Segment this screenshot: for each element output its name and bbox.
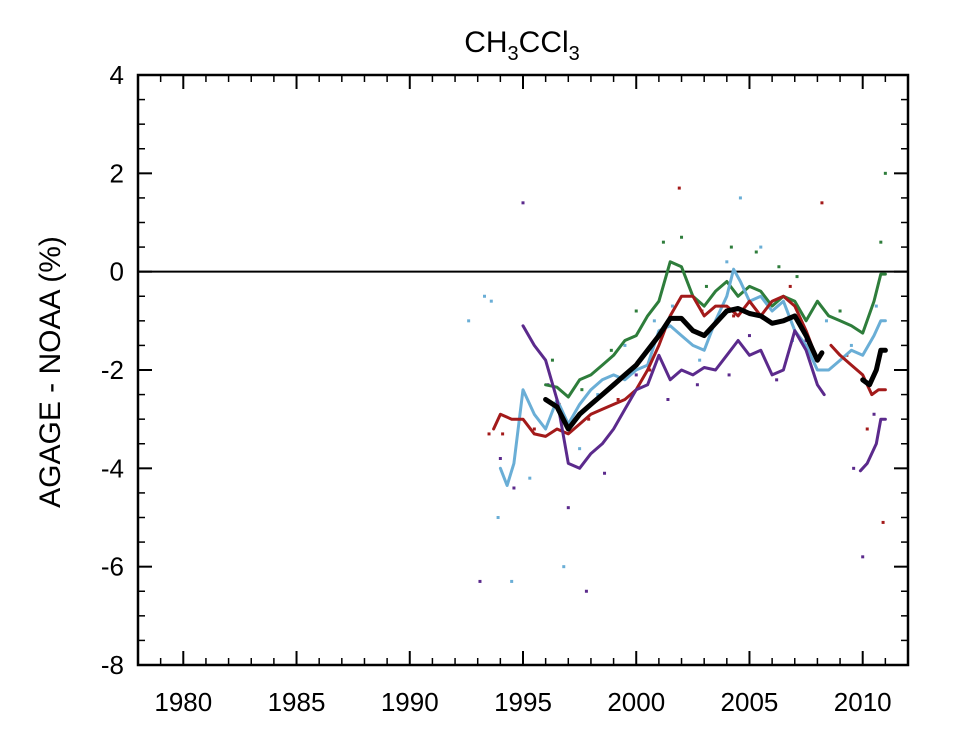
scatter-point [883, 171, 887, 175]
scatter-point [532, 427, 536, 431]
scatter-point [732, 314, 736, 318]
scatter-point [881, 520, 885, 524]
scatter-point [596, 393, 600, 397]
y-tick-label: 2 [110, 158, 124, 188]
scatter-point [824, 319, 828, 323]
scatter-point [666, 398, 670, 401]
y-tick-label: -6 [101, 552, 124, 582]
scatter-point [727, 373, 731, 377]
y-tick-label: -8 [101, 650, 124, 680]
scatter-point [879, 240, 883, 244]
x-tick-label: 2000 [607, 687, 665, 717]
scatter-point [550, 358, 554, 362]
scatter-point [704, 284, 708, 288]
scatter-point [738, 196, 742, 200]
scatter-point [603, 471, 607, 475]
x-tick-label: 2010 [834, 687, 892, 717]
scatter-point [775, 378, 779, 382]
series-line-5 [543, 306, 888, 432]
x-tick-label: 1990 [381, 687, 439, 717]
scatter-point [725, 260, 729, 264]
scatter-point [754, 250, 758, 254]
series-line-3 [492, 294, 887, 438]
y-tick-label: -4 [101, 453, 124, 483]
scatter-point [680, 235, 684, 239]
scatter-point [788, 284, 792, 288]
y-tick-label: 4 [110, 60, 124, 90]
x-tick-label: 1980 [154, 687, 212, 717]
scatter-point [872, 412, 876, 416]
x-tick-label: 2005 [721, 687, 779, 717]
scatter-point [478, 579, 482, 583]
scatter-point [623, 343, 627, 347]
series-line-2 [498, 267, 887, 487]
scatter-point [777, 265, 781, 269]
scatter-point [852, 466, 856, 470]
scatter-point [467, 319, 471, 323]
series-line-4 [521, 324, 887, 473]
scatter-point [865, 427, 869, 431]
scatter-point [849, 343, 853, 347]
scatter-point [616, 398, 620, 401]
scatter-point [861, 555, 865, 559]
scatter-point [729, 245, 733, 249]
scatter-point [838, 309, 842, 313]
scatter-point [562, 565, 566, 569]
scatter-point [584, 589, 588, 593]
scatter-point [695, 383, 699, 387]
y-tick-label: -2 [101, 355, 124, 385]
scatter-point [747, 334, 751, 338]
scatter-point [512, 486, 516, 490]
scatter-point [528, 476, 532, 480]
scatter-point [795, 275, 799, 279]
scatter-point [566, 506, 570, 510]
scatter-point [634, 309, 638, 313]
scatter-point [521, 201, 525, 205]
scatter-point [487, 432, 491, 436]
x-tick-label: 1985 [268, 687, 326, 717]
scatter-point [587, 417, 591, 421]
scatter-point [580, 388, 584, 392]
scatter-point [661, 240, 665, 244]
scatter-point [510, 579, 514, 583]
scatter-point [759, 245, 763, 249]
scatter-point [483, 294, 486, 298]
plot-frame [136, 73, 910, 667]
scatter-point [578, 447, 582, 451]
scatter-point [489, 299, 493, 303]
scatter-point [677, 186, 681, 190]
y-axis-label: AGAGE - NOAA (%) [34, 236, 67, 508]
x-tick-label: 1995 [494, 687, 552, 717]
scatter-point [501, 432, 505, 436]
scatter-point [874, 304, 878, 308]
scatter-point [496, 516, 500, 519]
y-tick-label: 0 [110, 257, 124, 287]
chart-title: CH3CCl3 [464, 26, 580, 65]
scatter-point [498, 457, 502, 460]
scatter-point [652, 319, 656, 323]
scatter-point [698, 358, 702, 362]
scatter-point [670, 304, 674, 308]
series-line-1 [544, 260, 887, 399]
scatter-point [634, 373, 638, 377]
scatter-point [820, 201, 824, 205]
scatter-point [609, 348, 613, 352]
scatter-point [648, 368, 652, 372]
